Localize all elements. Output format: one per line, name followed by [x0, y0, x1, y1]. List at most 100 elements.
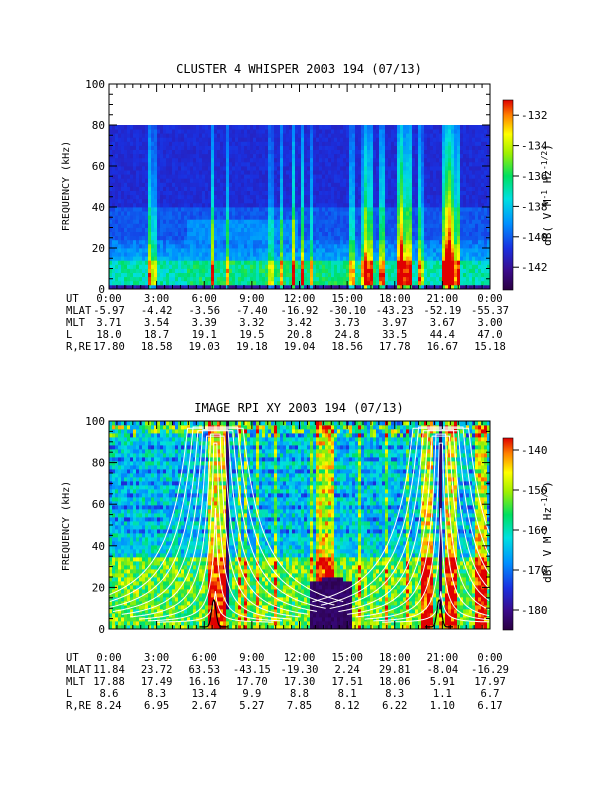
spectrogram-cell	[115, 248, 119, 253]
spectrogram-cell	[187, 207, 191, 212]
spectrogram-cell	[466, 141, 470, 146]
spectrogram-cell	[190, 178, 194, 183]
spectrogram-cell	[469, 125, 473, 130]
spectrogram-cell	[412, 256, 416, 261]
spectrogram-cell	[184, 243, 188, 249]
spectrogram-cell	[352, 186, 356, 191]
spectrogram-cell	[256, 252, 260, 257]
spectrogram-cell	[304, 219, 308, 224]
spectrogram-cell	[397, 157, 401, 163]
spectrogram-cell	[406, 252, 410, 257]
spectrogram-cell	[178, 219, 182, 224]
spectrogram-cell	[205, 129, 209, 134]
spectrogram-cell	[184, 284, 188, 290]
spectrogram-cell	[325, 182, 329, 187]
spectrogram-cell	[319, 182, 323, 187]
spectrogram-cell	[346, 137, 350, 142]
spectrogram-cell	[247, 145, 251, 150]
spectrogram-cell	[346, 207, 350, 212]
spectrogram-cell	[301, 264, 305, 269]
spectrogram-cell	[394, 190, 398, 196]
spectrogram-cell	[148, 235, 152, 241]
spectrogram-cell	[202, 170, 206, 175]
spectrogram-cell	[448, 227, 452, 232]
spectrogram-cell	[295, 215, 299, 220]
spectrogram-cell	[178, 235, 182, 241]
spectrogram-cell	[196, 211, 200, 216]
spectrogram-cell	[187, 145, 191, 150]
spectrogram-cell	[304, 260, 308, 265]
spectrogram-cell	[112, 248, 116, 253]
spectrogram-cell	[298, 161, 302, 167]
spectrogram-cell	[301, 223, 305, 228]
spectrogram-cell	[202, 178, 206, 183]
spectrogram-cell	[358, 243, 362, 249]
spectrogram-cell	[364, 280, 368, 286]
spectrogram-cell	[208, 166, 212, 171]
spectrogram-cell	[211, 227, 215, 232]
spectrogram-cell	[412, 284, 416, 290]
spectrogram-cell	[397, 178, 401, 183]
spectrogram-cell	[334, 264, 338, 269]
spectrogram-cell	[184, 264, 188, 269]
spectrogram-cell	[295, 235, 299, 241]
spectrogram-cell	[382, 129, 386, 134]
spectrogram-cell	[421, 145, 425, 150]
spectrogram-cell	[286, 137, 290, 142]
spectrogram-cell	[178, 133, 182, 138]
spectrogram-cell	[262, 186, 266, 191]
spectrogram-cell	[316, 223, 320, 228]
spectrogram-cell	[379, 211, 383, 216]
spectrogram-cell	[139, 211, 143, 216]
spectrogram-cell	[289, 248, 293, 253]
spectrogram-cell	[250, 186, 254, 191]
spectrogram-cell	[154, 149, 158, 155]
spectrogram-cell	[412, 260, 416, 265]
spectrogram-cell	[157, 194, 161, 200]
spectrogram-cell	[466, 198, 470, 204]
spectrogram-cell	[253, 190, 257, 196]
spectrogram-cell	[142, 264, 146, 269]
spectrogram-cell	[166, 243, 170, 249]
spectrogram-cell	[481, 227, 485, 232]
spectrogram-cell	[445, 280, 449, 286]
spectrogram-cell	[160, 280, 164, 286]
spectrogram-cell	[115, 174, 119, 179]
spectrogram-cell	[142, 182, 146, 187]
spectrogram-cell	[247, 256, 251, 261]
spectrogram-cell	[451, 284, 455, 290]
spectrogram-cell	[109, 268, 113, 273]
spectrogram-cell	[244, 227, 248, 232]
spectrogram-cell	[478, 174, 482, 179]
spectrogram-cell	[370, 149, 374, 155]
spectrogram-cell	[226, 227, 230, 232]
spectrogram-cell	[343, 194, 347, 200]
spectrogram-cell	[202, 284, 206, 290]
spectrogram-cell	[322, 170, 326, 175]
spectrogram-cell	[319, 186, 323, 191]
spectrogram-cell	[322, 276, 326, 282]
spectrogram-cell	[181, 264, 185, 269]
spectrogram-cell	[463, 190, 467, 196]
spectrogram-cell	[478, 239, 482, 245]
spectrogram-cell	[319, 280, 323, 286]
spectrogram-cell	[307, 211, 311, 216]
spectrogram-cell	[169, 256, 173, 261]
spectrogram-cell	[307, 284, 311, 290]
spectrogram-cell	[142, 161, 146, 167]
spectrogram-cell	[136, 133, 140, 138]
spectrogram-cell	[448, 178, 452, 183]
spectrogram-cell	[199, 223, 203, 228]
spectrogram-cell	[271, 284, 275, 290]
spectrogram-cell	[439, 284, 443, 290]
spectrogram-cell	[259, 264, 263, 269]
spectrogram-cell	[199, 141, 203, 146]
spectrogram-cell	[451, 161, 455, 167]
spectrogram-cell	[148, 256, 152, 261]
spectrogram-cell	[322, 198, 326, 204]
spectrogram-cell	[292, 198, 296, 204]
spectrogram-cell	[364, 202, 368, 208]
spectrogram-cell	[460, 211, 464, 216]
spectrogram-cell	[199, 178, 203, 183]
spectrogram-cell	[175, 182, 179, 187]
